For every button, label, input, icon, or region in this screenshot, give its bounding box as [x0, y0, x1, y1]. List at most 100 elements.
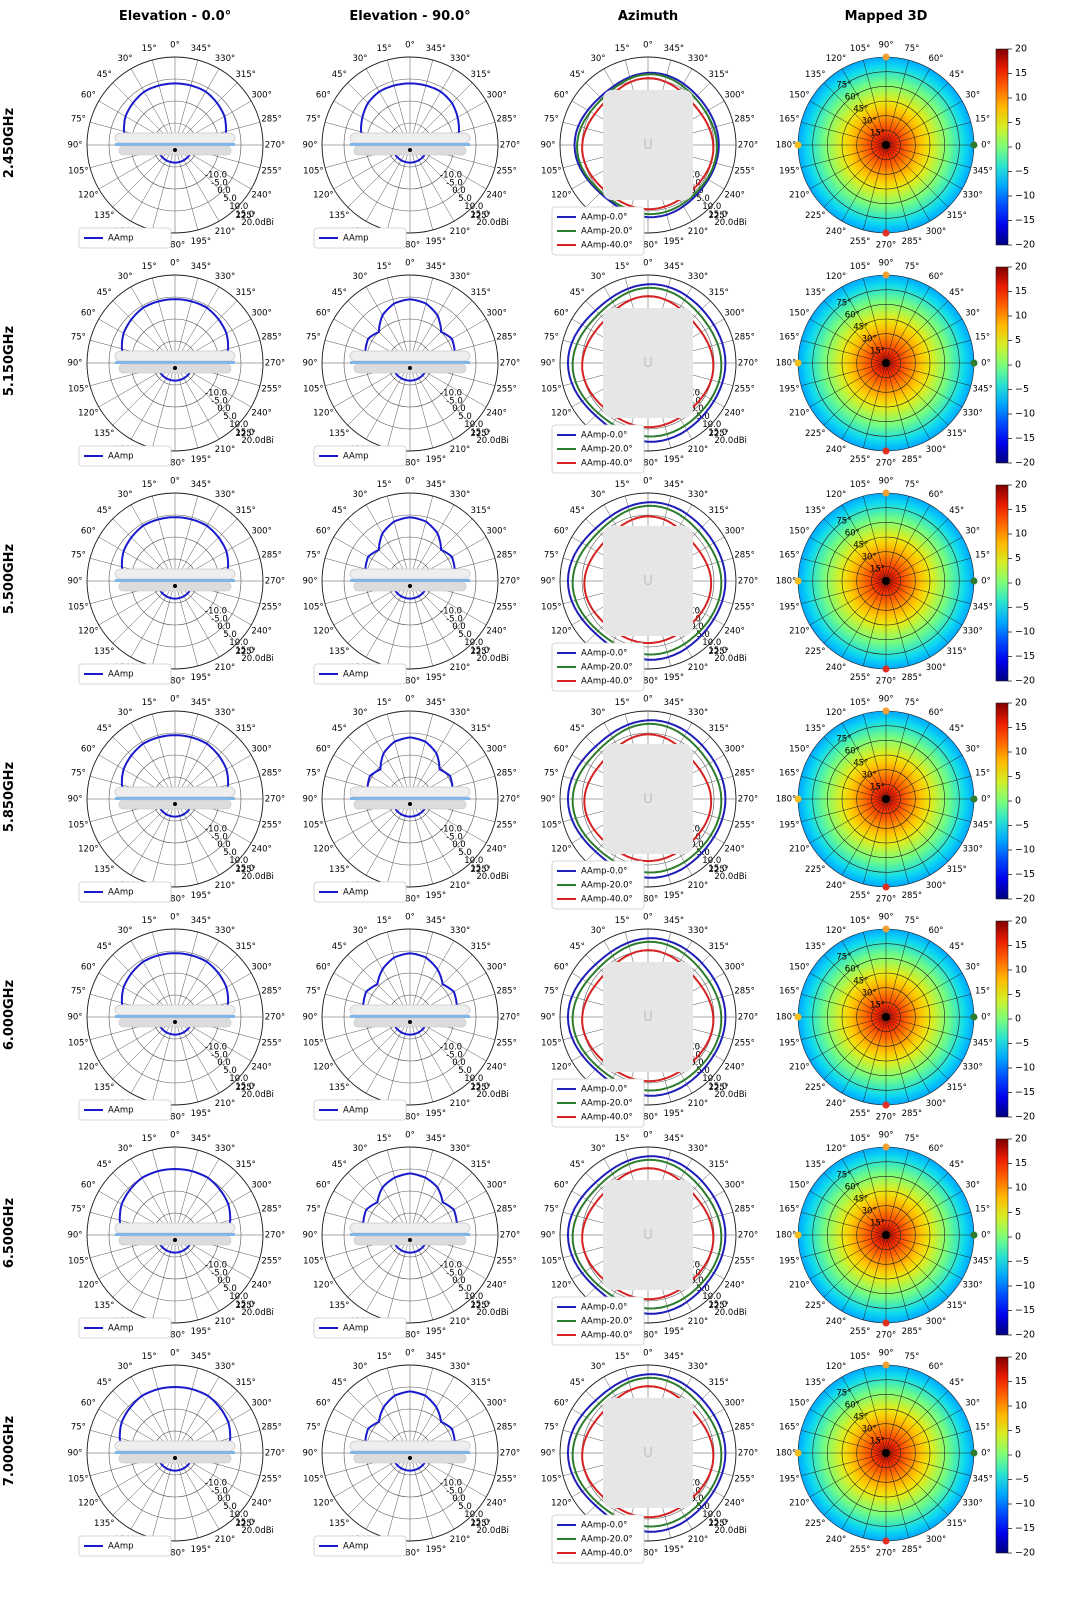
grid-spoke	[174, 495, 199, 582]
angle-tick-label: 105°	[541, 384, 561, 394]
legend-entry: AAmp-40.0°	[581, 1549, 633, 1559]
colorbar-tick-label: 0	[1015, 360, 1021, 371]
grid-spoke	[800, 1429, 887, 1454]
colorbar-tick-label: −15	[1015, 1305, 1035, 1316]
angle-tick-label: 105°	[850, 1352, 870, 1362]
grid-spoke	[862, 362, 887, 449]
device-top	[114, 350, 236, 362]
radial-tick-label: 30°	[862, 1424, 877, 1434]
angle-tick-label: 15°	[142, 44, 157, 54]
angle-tick-label: 15°	[142, 1134, 157, 1144]
grid-spoke	[809, 754, 887, 800]
radial-tick-label: 5.0	[458, 1502, 472, 1512]
radial-tick-label: 75°	[836, 952, 851, 962]
grid-spoke	[386, 59, 411, 146]
grid-spoke	[862, 798, 887, 885]
angle-tick-label: 90°	[878, 1131, 893, 1141]
device-led-strip	[350, 579, 470, 582]
angle-tick-label: 315°	[946, 1519, 966, 1529]
angle-tick-label: 120°	[313, 1281, 333, 1291]
device-top-view	[603, 962, 693, 1072]
grid-spoke	[885, 993, 972, 1018]
grid-spoke	[823, 82, 887, 146]
grid-spoke	[130, 362, 176, 440]
legend-entry: AAmp-20.0°	[581, 881, 633, 891]
angle-tick-label: 330°	[688, 272, 708, 282]
angle-tick-label: 45°	[97, 1160, 112, 1170]
radial-tick-label: 75°	[836, 80, 851, 90]
angle-tick-label: 285°	[496, 333, 516, 343]
angle-tick-label: 105°	[541, 602, 561, 612]
angle-tick-label: 45°	[97, 506, 112, 516]
radial-tick-label: 0.0	[217, 622, 231, 632]
grid-spoke	[885, 1452, 910, 1539]
radial-tick-label: -5.0	[446, 1050, 463, 1060]
grid-spoke	[841, 504, 887, 582]
angle-tick-label: 180°	[776, 577, 796, 587]
angle-tick-label: 300°	[724, 963, 744, 973]
grid-spoke	[409, 580, 434, 667]
center-marker	[882, 795, 890, 803]
grid-spoke	[174, 68, 220, 146]
grid-spoke	[885, 362, 963, 408]
angle-tick-label: 150°	[789, 1399, 809, 1409]
radial-tick-label: 10.0	[464, 1074, 483, 1084]
radial-tick-label: 15°	[870, 564, 885, 574]
angle-tick-label: 210°	[215, 227, 235, 237]
colorbar-tick-label: 10	[1015, 311, 1027, 322]
angle-tick-label: 105°	[850, 916, 870, 926]
grid-spoke	[174, 1376, 220, 1454]
colorbar-tick-label: 5	[1015, 117, 1021, 128]
radial-tick-label: 20.0dBi	[476, 218, 509, 228]
grid-spoke	[800, 1016, 887, 1041]
radial-tick-label: 15.0	[708, 1082, 727, 1092]
angle-tick-label: 270°	[738, 1013, 758, 1023]
angle-tick-label: 300°	[926, 1317, 946, 1327]
radial-tick-label: 15.0	[470, 428, 489, 438]
grid-spoke	[409, 1367, 434, 1454]
angle-tick-label: 0°	[405, 1349, 415, 1359]
grid-spoke	[862, 1149, 887, 1236]
angle-tick-label: 0°	[170, 695, 180, 705]
radial-tick-label: 0.0	[690, 840, 704, 850]
series-line-aamp-20	[571, 286, 723, 438]
grid-spoke	[885, 1016, 963, 1062]
angle-tick-label: 270°	[500, 577, 520, 587]
grid-spoke	[174, 504, 220, 582]
radial-tick-label: 0.0	[452, 1058, 466, 1068]
radial-tick-label: 0.0	[217, 1058, 231, 1068]
grid-spoke	[409, 1016, 473, 1080]
grid-spoke	[409, 940, 455, 1018]
radial-tick-label: 10.0	[229, 1510, 248, 1520]
angle-tick-label: 75°	[544, 551, 559, 561]
direction-marker-180	[794, 359, 802, 367]
angle-tick-label: 345°	[972, 166, 992, 176]
angle-tick-label: 15°	[377, 1352, 392, 1362]
device-led-strip	[350, 797, 470, 800]
angle-tick-label: 300°	[926, 445, 946, 455]
device-led-strip	[115, 579, 235, 582]
angle-tick-label: 30°	[965, 1399, 980, 1409]
angle-tick-label: 345°	[664, 44, 684, 54]
radial-tick-label: 5.0	[223, 848, 237, 858]
grid-spoke	[885, 940, 931, 1018]
grid-spoke	[885, 1234, 910, 1321]
origin-point	[408, 584, 412, 588]
polar-frame	[321, 56, 499, 234]
angle-tick-label: 345°	[664, 916, 684, 926]
origin-point	[408, 1020, 412, 1024]
radial-tick-label: 20.0dBi	[476, 1090, 509, 1100]
radial-tick-label: 15.0	[470, 1518, 489, 1528]
radial-tick-label: 0.0	[217, 840, 231, 850]
angle-tick-label: 210°	[688, 881, 708, 891]
angle-tick-label: 15°	[975, 333, 990, 343]
angle-tick-label: 30°	[117, 272, 132, 282]
angle-tick-label: 90°	[67, 1449, 82, 1459]
angle-tick-label: 195°	[779, 1038, 799, 1048]
radial-tick-label: 45°	[853, 1194, 868, 1204]
radial-tick-label: -10.0	[440, 1478, 462, 1488]
radial-tick-label: -5.0	[211, 396, 228, 406]
radial-tick-label: -10.0	[440, 388, 462, 398]
grid-spoke	[809, 1190, 887, 1236]
grid-spoke	[885, 1234, 963, 1280]
